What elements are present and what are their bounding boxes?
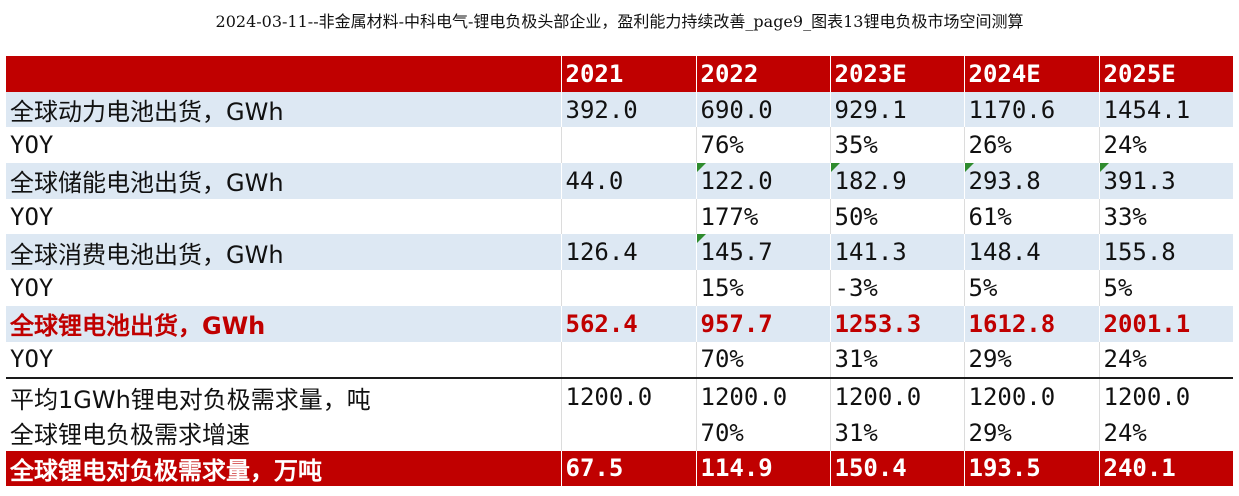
table-cell: 240.1 [1098, 450, 1233, 487]
table-cell: 1200.0 [1098, 377, 1233, 415]
table-cell: 122.0 [695, 163, 830, 199]
cell-value: 182.9 [834, 166, 907, 195]
table-cell: 141.3 [829, 234, 964, 271]
row-label: YOY [6, 341, 561, 379]
table-cell [560, 270, 696, 306]
table-header-row: 2021 2022 2023E 2024E 2025E [6, 56, 1233, 92]
table-cell: 929.1 [829, 91, 964, 128]
table-cell: 44.0 [560, 163, 696, 199]
table-cell: 1454.1 [1098, 91, 1233, 128]
table-cell: 1200.0 [829, 377, 964, 415]
cell-value: 293.8 [968, 166, 1041, 195]
table-cell: 35% [829, 127, 964, 164]
row-label: 全球锂电负极需求增速 [6, 414, 561, 451]
table-cell: 26% [963, 127, 1099, 164]
table-cell: 155.8 [1098, 234, 1233, 271]
table-cell: 70% [695, 341, 830, 379]
table-cell: 1200.0 [560, 377, 696, 415]
table-row: 全球动力电池出货，GWh 392.0 690.0 929.1 1170.6 14… [6, 91, 1233, 128]
header-cell-2023e: 2023E [829, 56, 964, 92]
table-cell: 1612.8 [963, 305, 1099, 342]
cell-value: 391.3 [1103, 166, 1176, 195]
table-cell: 1170.6 [963, 91, 1099, 128]
table-cell: 31% [829, 341, 964, 379]
table-cell [560, 127, 696, 164]
table-cell: 392.0 [560, 91, 696, 128]
table-cell: 31% [829, 414, 964, 451]
table-row: YOY 177% 50% 61% 33% [6, 198, 1233, 235]
table-cell: 50% [829, 198, 964, 235]
table-cell: 2001.1 [1098, 305, 1233, 342]
row-label: YOY [6, 127, 561, 164]
table-cell: 145.7 [695, 234, 830, 271]
table-cell: 24% [1098, 414, 1233, 451]
table-cell [560, 414, 696, 451]
table-cell: 293.8 [963, 163, 1099, 199]
comment-marker-icon [697, 234, 706, 244]
cell-value: 145.7 [700, 238, 773, 267]
table-cell: 690.0 [695, 91, 830, 128]
comment-marker-icon [1100, 163, 1109, 173]
table-cell: 126.4 [560, 234, 696, 271]
table-cell: 70% [695, 414, 830, 451]
table-row-anode-demand: 全球锂电对负极需求量，万吨 67.5 114.9 150.4 193.5 240… [6, 450, 1233, 487]
table-cell: 957.7 [695, 305, 830, 342]
table-cell: 182.9 [829, 163, 964, 199]
row-label: YOY [6, 270, 561, 306]
table-row: 全球消费电池出货，GWh 126.4 145.7 141.3 148.4 155… [6, 234, 1233, 271]
table-cell: 15% [695, 270, 830, 306]
table-cell: 29% [963, 341, 1099, 379]
row-label: 全球动力电池出货，GWh [6, 91, 561, 128]
table-row: YOY 76% 35% 26% 24% [6, 127, 1233, 164]
table-cell: 24% [1098, 127, 1233, 164]
comment-marker-icon [965, 163, 974, 173]
header-cell-2024e: 2024E [963, 56, 1099, 92]
table-cell: 24% [1098, 341, 1233, 379]
table-cell [560, 341, 696, 379]
table-cell: 5% [1098, 270, 1233, 306]
page-title: 2024-03-11--非金属材料-中科电气-锂电负极头部企业，盈利能力持续改善… [215, 12, 1024, 31]
table-cell: 391.3 [1098, 163, 1233, 199]
header-cell-2025e: 2025E [1098, 56, 1233, 92]
table-cell: 1200.0 [963, 377, 1099, 415]
table-cell: 114.9 [695, 450, 830, 487]
comment-marker-icon [831, 163, 840, 173]
table-cell: 148.4 [963, 234, 1099, 271]
table-row-total-battery: 全球锂电池出货，GWh 562.4 957.7 1253.3 1612.8 20… [6, 305, 1233, 342]
table-row: YOY 15% -3% 5% 5% [6, 270, 1233, 306]
table-cell: 1200.0 [695, 377, 830, 415]
table-row: YOY 70% 31% 29% 24% [6, 341, 1233, 379]
table-cell: 67.5 [560, 450, 696, 487]
table-cell: 562.4 [560, 305, 696, 342]
row-label: YOY [6, 198, 561, 235]
table-row: 全球锂电负极需求增速 70% 31% 29% 24% [6, 414, 1233, 451]
comment-marker-icon [697, 163, 706, 173]
table-cell: 150.4 [829, 450, 964, 487]
table-cell: 177% [695, 198, 830, 235]
header-cell-2021: 2021 [560, 56, 696, 92]
row-label: 全球锂电对负极需求量，万吨 [6, 450, 561, 487]
table-cell: 61% [963, 198, 1099, 235]
table-cell: 5% [963, 270, 1099, 306]
row-label: 全球消费电池出货，GWh [6, 234, 561, 271]
table-cell: 33% [1098, 198, 1233, 235]
header-cell-2022: 2022 [695, 56, 830, 92]
market-space-table: 2021 2022 2023E 2024E 2025E 全球动力电池出货，GWh… [6, 56, 1233, 487]
table-cell: 76% [695, 127, 830, 164]
table-cell [560, 198, 696, 235]
row-label: 平均1GWh锂电对负极需求量，吨 [6, 377, 561, 415]
table-cell: 1253.3 [829, 305, 964, 342]
table-cell: -3% [829, 270, 964, 306]
table-row: 平均1GWh锂电对负极需求量，吨 1200.0 1200.0 1200.0 12… [6, 377, 1233, 415]
table-cell: 29% [963, 414, 1099, 451]
table-row: 全球储能电池出货，GWh 44.0 122.0 182.9 293.8 391.… [6, 163, 1233, 199]
cell-value: 122.0 [700, 166, 773, 195]
header-cell [6, 56, 561, 92]
row-label: 全球储能电池出货，GWh [6, 163, 561, 199]
table-cell: 193.5 [963, 450, 1099, 487]
row-label: 全球锂电池出货，GWh [6, 305, 561, 342]
